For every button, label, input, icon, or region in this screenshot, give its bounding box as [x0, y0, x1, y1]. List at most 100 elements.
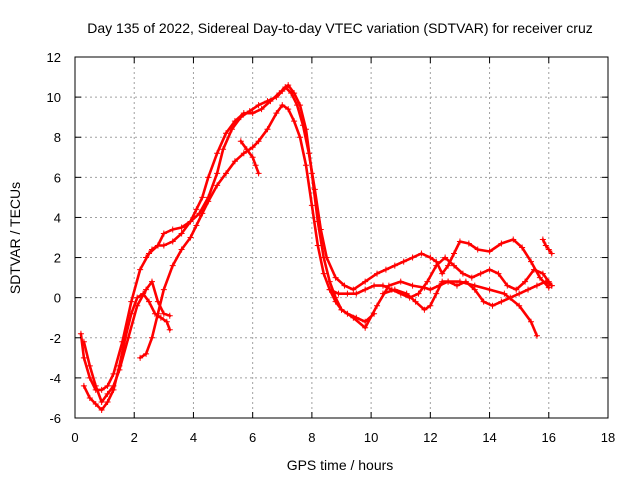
- y-tick-label: 0: [54, 291, 61, 306]
- data-point: [128, 298, 135, 305]
- data-point: [341, 282, 348, 289]
- data-point: [134, 294, 141, 301]
- data-point: [231, 158, 238, 165]
- x-tick-label: 12: [423, 430, 437, 445]
- y-tick-label: 12: [47, 50, 61, 65]
- data-point: [362, 278, 369, 285]
- data-point: [533, 332, 540, 339]
- data-point: [273, 110, 280, 117]
- data-point: [332, 298, 339, 305]
- data-point: [169, 262, 176, 269]
- chart-title: Day 135 of 2022, Sidereal Day-to-day VTE…: [87, 20, 593, 36]
- series-track-h: [379, 278, 555, 313]
- data-point: [148, 246, 155, 253]
- data-point: [125, 334, 132, 341]
- data-point: [157, 314, 164, 321]
- data-point: [178, 224, 185, 231]
- data-point: [344, 310, 351, 317]
- data-point: [453, 282, 460, 289]
- data-point: [231, 118, 238, 125]
- data-series: [77, 82, 555, 413]
- data-point: [477, 270, 484, 277]
- data-point: [350, 286, 357, 293]
- data-point: [98, 386, 105, 393]
- data-point: [255, 138, 262, 145]
- data-point: [199, 210, 206, 217]
- data-point: [77, 330, 84, 337]
- data-point: [166, 326, 173, 333]
- data-point: [166, 312, 173, 319]
- data-point: [344, 290, 351, 297]
- data-point: [223, 170, 230, 177]
- data-point: [160, 230, 167, 237]
- data-point: [104, 390, 111, 397]
- data-point: [297, 134, 304, 141]
- x-axis-label: GPS time / hours: [287, 457, 394, 473]
- data-point: [486, 266, 493, 273]
- data-point: [379, 282, 386, 289]
- data-point: [86, 374, 93, 381]
- data-point: [143, 350, 150, 357]
- data-point: [249, 154, 256, 161]
- x-tick-label: 8: [308, 430, 315, 445]
- data-point: [332, 274, 339, 281]
- data-point: [501, 290, 508, 297]
- data-point: [474, 246, 481, 253]
- x-tick-label: 14: [482, 430, 496, 445]
- data-point: [533, 282, 540, 289]
- data-point: [249, 110, 256, 117]
- y-tick-label: 4: [54, 210, 61, 225]
- data-point: [193, 206, 200, 213]
- data-point: [462, 278, 469, 285]
- data-point: [187, 218, 194, 225]
- data-point: [86, 394, 93, 401]
- data-point: [205, 174, 212, 181]
- data-point: [199, 194, 206, 201]
- data-point: [255, 170, 262, 177]
- data-point: [379, 290, 386, 297]
- data-point: [214, 170, 221, 177]
- data-point: [480, 298, 487, 305]
- data-point: [92, 400, 99, 407]
- data-point: [252, 162, 259, 169]
- y-tick-label: 2: [54, 251, 61, 266]
- series-line: [328, 256, 554, 300]
- data-point: [338, 306, 345, 313]
- data-point: [154, 310, 161, 317]
- data-point: [128, 310, 135, 317]
- data-point: [542, 278, 549, 285]
- y-tick-label: 8: [54, 130, 61, 145]
- data-point: [311, 186, 318, 193]
- data-point: [300, 122, 307, 129]
- data-point: [427, 286, 434, 293]
- y-tick-label: 6: [54, 170, 61, 185]
- data-point: [374, 302, 381, 309]
- data-point: [308, 202, 315, 209]
- data-point: [214, 150, 221, 157]
- data-point: [80, 354, 87, 361]
- data-point: [143, 286, 150, 293]
- data-point: [374, 270, 381, 277]
- data-point: [539, 270, 546, 277]
- data-point: [353, 314, 360, 321]
- data-point: [445, 278, 452, 285]
- data-point: [548, 282, 555, 289]
- data-point: [220, 146, 227, 153]
- data-point: [486, 286, 493, 293]
- data-point: [539, 236, 546, 243]
- data-point: [160, 242, 167, 249]
- series-line: [82, 292, 172, 412]
- data-point: [160, 286, 167, 293]
- data-point: [433, 262, 440, 269]
- series-track-d: [137, 102, 378, 361]
- x-tick-label: 10: [364, 430, 378, 445]
- data-point: [451, 262, 458, 269]
- data-point: [421, 306, 428, 313]
- data-point: [98, 406, 105, 413]
- data-point: [110, 382, 117, 389]
- data-point: [545, 246, 552, 253]
- series-line: [144, 85, 551, 291]
- data-point: [489, 302, 496, 309]
- x-tick-label: 2: [131, 430, 138, 445]
- data-point: [98, 398, 105, 405]
